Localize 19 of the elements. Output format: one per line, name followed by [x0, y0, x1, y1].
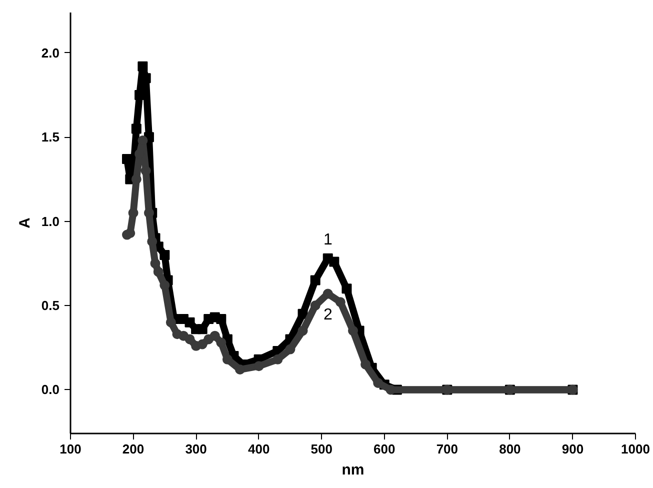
x-tick-label: 1000: [621, 442, 650, 456]
x-tick-label: 900: [562, 442, 584, 456]
y-tick-label: 1.5: [41, 130, 60, 145]
y-tick-label: 0.0: [41, 382, 60, 398]
y-axis-title: A: [16, 217, 34, 228]
series-label: 1: [323, 231, 332, 248]
x-tick-label: 300: [185, 442, 207, 456]
x-tick-label: 700: [436, 442, 458, 456]
x-tick-label: 500: [310, 442, 332, 456]
series-label: 2: [323, 306, 332, 324]
x-tick-label: 800: [499, 442, 521, 456]
y-tick-label: 2.0: [41, 45, 60, 60]
x-tick-label: 400: [248, 442, 270, 456]
y-tick-label: 0.5: [41, 298, 60, 314]
y-tick-label: 1.0: [41, 214, 60, 229]
x-tick-label: 200: [122, 442, 144, 456]
x-axis-title: nm: [342, 462, 364, 478]
x-tick-label: 100: [60, 442, 82, 456]
x-tick-label: 600: [374, 442, 396, 456]
